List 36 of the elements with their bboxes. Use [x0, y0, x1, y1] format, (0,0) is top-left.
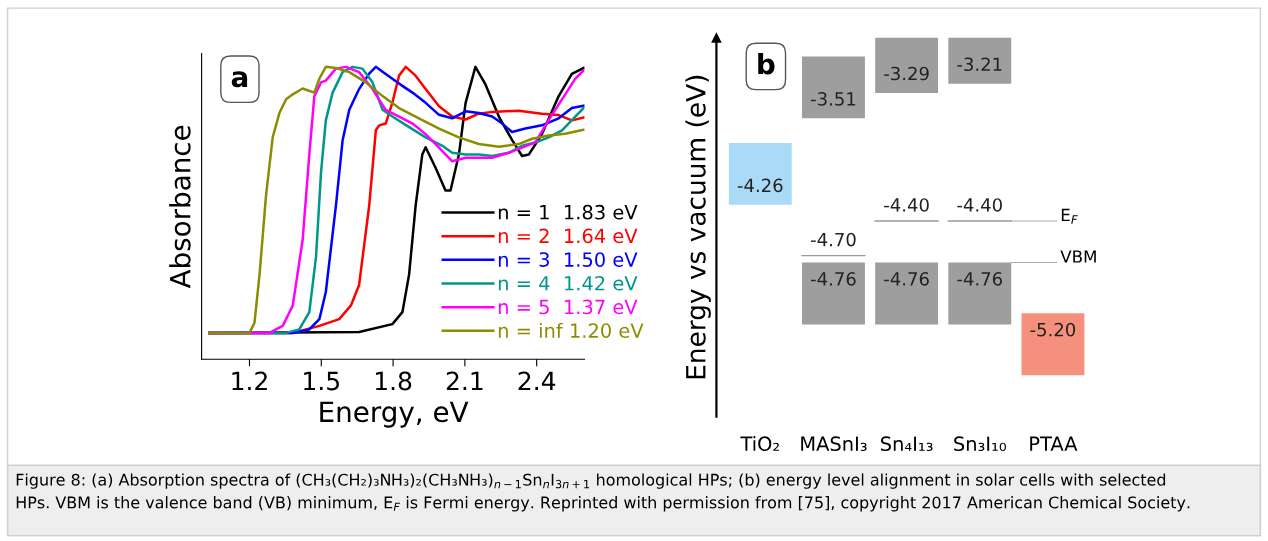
- x-tick-label: 1.8: [375, 371, 412, 391]
- legend-label: n = inf 1.20 eV: [498, 322, 644, 338]
- category-label: Sn₃I₁₀: [954, 436, 1006, 452]
- legend-label: n = 5 1.37 eV: [498, 299, 638, 315]
- data-label: -3.51: [810, 92, 856, 106]
- legend-label: n = 2 1.64 eV: [498, 228, 638, 244]
- category-label: MASnI₃: [801, 436, 867, 452]
- legend-label: E$_{F}$: [1061, 208, 1078, 224]
- x-tick-label: 2.4: [518, 371, 556, 391]
- category-label: TiO₂: [740, 436, 779, 452]
- caption: Figure 8: (a) Absorption spectra of (CH₃(CH₂)₃NH₃)₂(CH₃NH₃)$_{n−1}$Sn$_{n}$I$_{3n+1}$ homological HPs; (b) energy level alignment in solar cells with selected: [16, 473, 1166, 489]
- x-tick-label: 1.5: [304, 371, 339, 391]
- data-label: -4.76: [957, 272, 1002, 286]
- legend-label: n = 4 1.42 eV: [498, 275, 638, 291]
- data-label: -4.26: [737, 178, 783, 193]
- data-label: -4.76: [810, 272, 856, 286]
- text: HPs. VBM is the valence band (VB) minimum, E$_{F}$ is Fermi energy. Reprinted with permission from [75], copyright 2017 American Chemical Society.: [16, 496, 1190, 512]
- data-label: -5.20: [1030, 322, 1076, 337]
- category-label: PTAA: [1030, 436, 1078, 451]
- x-axis-title: Energy, eV: [320, 401, 469, 428]
- data-label: -4.70: [810, 232, 856, 247]
- data-label: -4.40: [884, 198, 929, 212]
- category-label: Sn₄I₁₃: [881, 436, 933, 452]
- text: Energy vs vacuum (eV): [685, 75, 711, 379]
- data-label: -3.29: [884, 66, 929, 81]
- legend-label: n = 3 1.50 eV: [498, 252, 638, 267]
- data-label: -3.21: [957, 57, 1002, 72]
- data-label: -4.76: [884, 272, 929, 286]
- x-tick-label: 1.2: [232, 371, 267, 391]
- text: b: [758, 53, 775, 75]
- annotation: a: [231, 71, 248, 88]
- data-label: -4.40: [957, 198, 1002, 212]
- x-tick-label: 2.1: [446, 371, 483, 391]
- legend-label: n = 1 1.83 eV: [498, 204, 638, 220]
- legend-label: VBM: [1060, 250, 1096, 263]
- y-axis-title: Absorbance: [169, 125, 191, 289]
